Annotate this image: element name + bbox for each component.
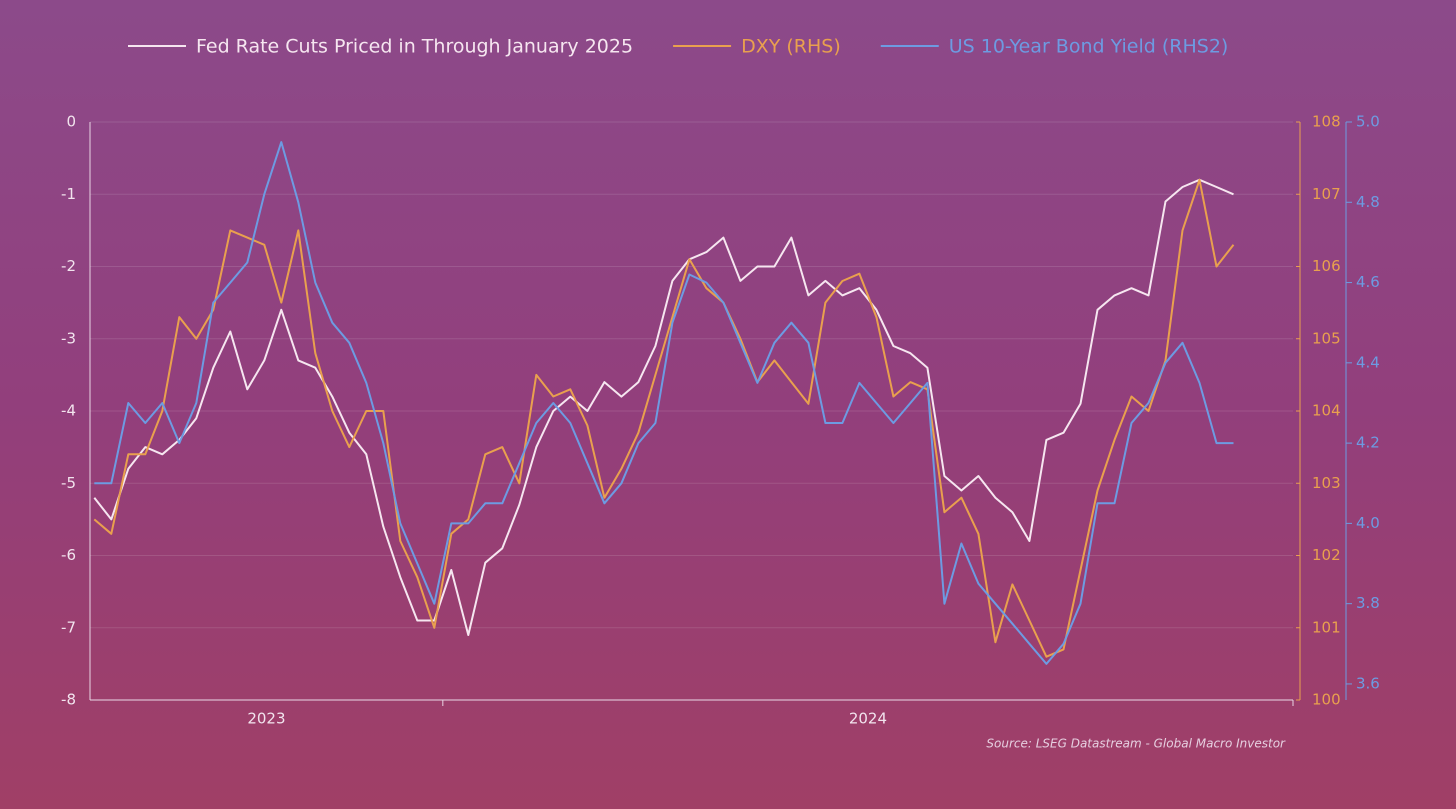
y3-tick-label: 4.0: [1356, 514, 1380, 532]
y2-tick-label: 106: [1312, 257, 1341, 275]
y3-tick-label: 4.2: [1356, 434, 1380, 452]
y-tick-label: 0: [66, 113, 76, 131]
y3-tick-label: 4.6: [1356, 273, 1380, 291]
x-tick-label: 2024: [849, 710, 887, 728]
legend-label: US 10-Year Bond Yield (RHS2): [949, 36, 1229, 58]
y-tick-label: -8: [61, 691, 76, 709]
y-tick-label: -5: [61, 474, 76, 492]
y2-tick-label: 104: [1312, 402, 1341, 420]
y-tick-label: -4: [61, 402, 76, 420]
source-note: Source: LSEG Datastream - Global Macro I…: [986, 737, 1286, 751]
y2-tick-label: 108: [1312, 113, 1341, 131]
x-tick-label: 2023: [247, 710, 285, 728]
series-line: [94, 141, 1234, 665]
y3-tick-label: 3.8: [1356, 594, 1380, 612]
y2-tick-label: 107: [1312, 185, 1341, 203]
series-line: [93, 178, 1235, 658]
y3-tick-label: 4.8: [1356, 193, 1380, 211]
y2-tick-label: 103: [1312, 474, 1341, 492]
y-tick-label: -6: [61, 546, 76, 564]
y3-tick-label: 4.4: [1356, 353, 1380, 371]
legend-label: Fed Rate Cuts Priced in Through January …: [196, 36, 633, 58]
y2-tick-label: 100: [1312, 691, 1341, 709]
y-tick-label: -3: [61, 329, 76, 347]
y-tick-label: -1: [61, 185, 76, 203]
series-line: [93, 178, 1234, 636]
y3-tick-label: 5.0: [1356, 113, 1380, 131]
y2-tick-label: 105: [1312, 329, 1341, 347]
legend-label: DXY (RHS): [741, 36, 841, 58]
y-tick-label: -2: [61, 257, 76, 275]
y2-tick-label: 102: [1312, 546, 1341, 564]
y2-tick-label: 101: [1312, 618, 1341, 636]
y-tick-label: -7: [61, 618, 76, 636]
y3-tick-label: 3.6: [1356, 674, 1380, 692]
